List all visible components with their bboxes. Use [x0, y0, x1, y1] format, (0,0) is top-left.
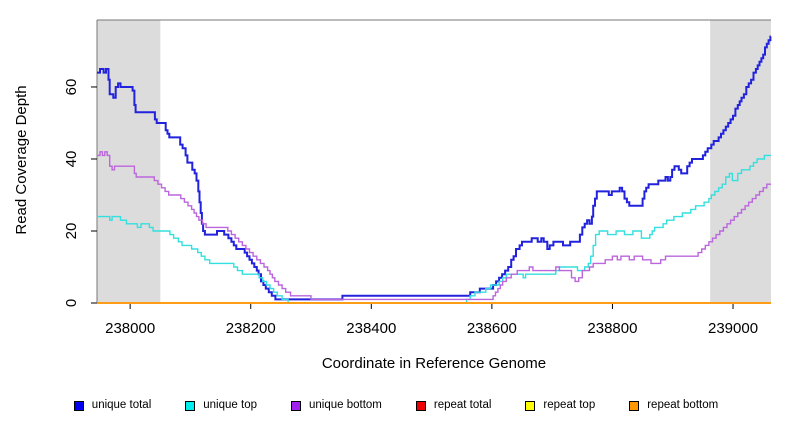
x-tick-label: 238000 — [105, 320, 155, 337]
y-axis-title: Read Coverage Depth — [13, 85, 30, 235]
unique-total-swatch-icon — [73, 400, 84, 411]
legend-item-unique-total: unique total — [73, 399, 152, 412]
legend-item-repeat-bottom: repeat bottom — [629, 399, 718, 412]
x-tick-label: 239000 — [708, 320, 758, 337]
repeat-bottom-swatch-icon — [629, 400, 640, 411]
y-tick-label: 20 — [63, 223, 80, 240]
legend-label: repeat top — [543, 399, 596, 411]
legend-label: repeat bottom — [647, 399, 719, 411]
shaded-region — [710, 20, 771, 303]
unique-bottom-swatch-icon — [290, 400, 301, 411]
legend: unique total unique top unique bottom re… — [0, 399, 792, 412]
repeat-top-swatch-icon — [525, 400, 536, 411]
y-tick-label: 0 — [63, 299, 80, 307]
legend-item-unique-bottom: unique bottom — [290, 399, 382, 412]
repeat-total-swatch-icon — [415, 400, 426, 411]
legend-label: unique top — [203, 399, 257, 411]
legend-label: unique total — [91, 399, 152, 411]
x-tick-label: 238200 — [226, 320, 276, 337]
legend-label: repeat total — [433, 399, 492, 411]
x-tick-label: 238800 — [587, 320, 637, 337]
legend-item-repeat-top: repeat top — [525, 399, 595, 412]
legend-item-repeat-total: repeat total — [415, 399, 492, 412]
x-tick-label: 238600 — [467, 320, 517, 337]
unique-top-swatch-icon — [185, 400, 196, 411]
x-tick-label: 238400 — [346, 320, 396, 337]
y-tick-label: 60 — [63, 79, 80, 96]
y-tick-label: 40 — [63, 151, 80, 168]
series-line-unique-bottom — [97, 151, 771, 301]
legend-item-unique-top: unique top — [185, 399, 257, 412]
series-line-unique-total — [97, 35, 772, 301]
shaded-region — [97, 20, 161, 303]
legend-label: unique bottom — [308, 399, 382, 411]
x-axis-title: Coordinate in Reference Genome — [321, 355, 547, 372]
